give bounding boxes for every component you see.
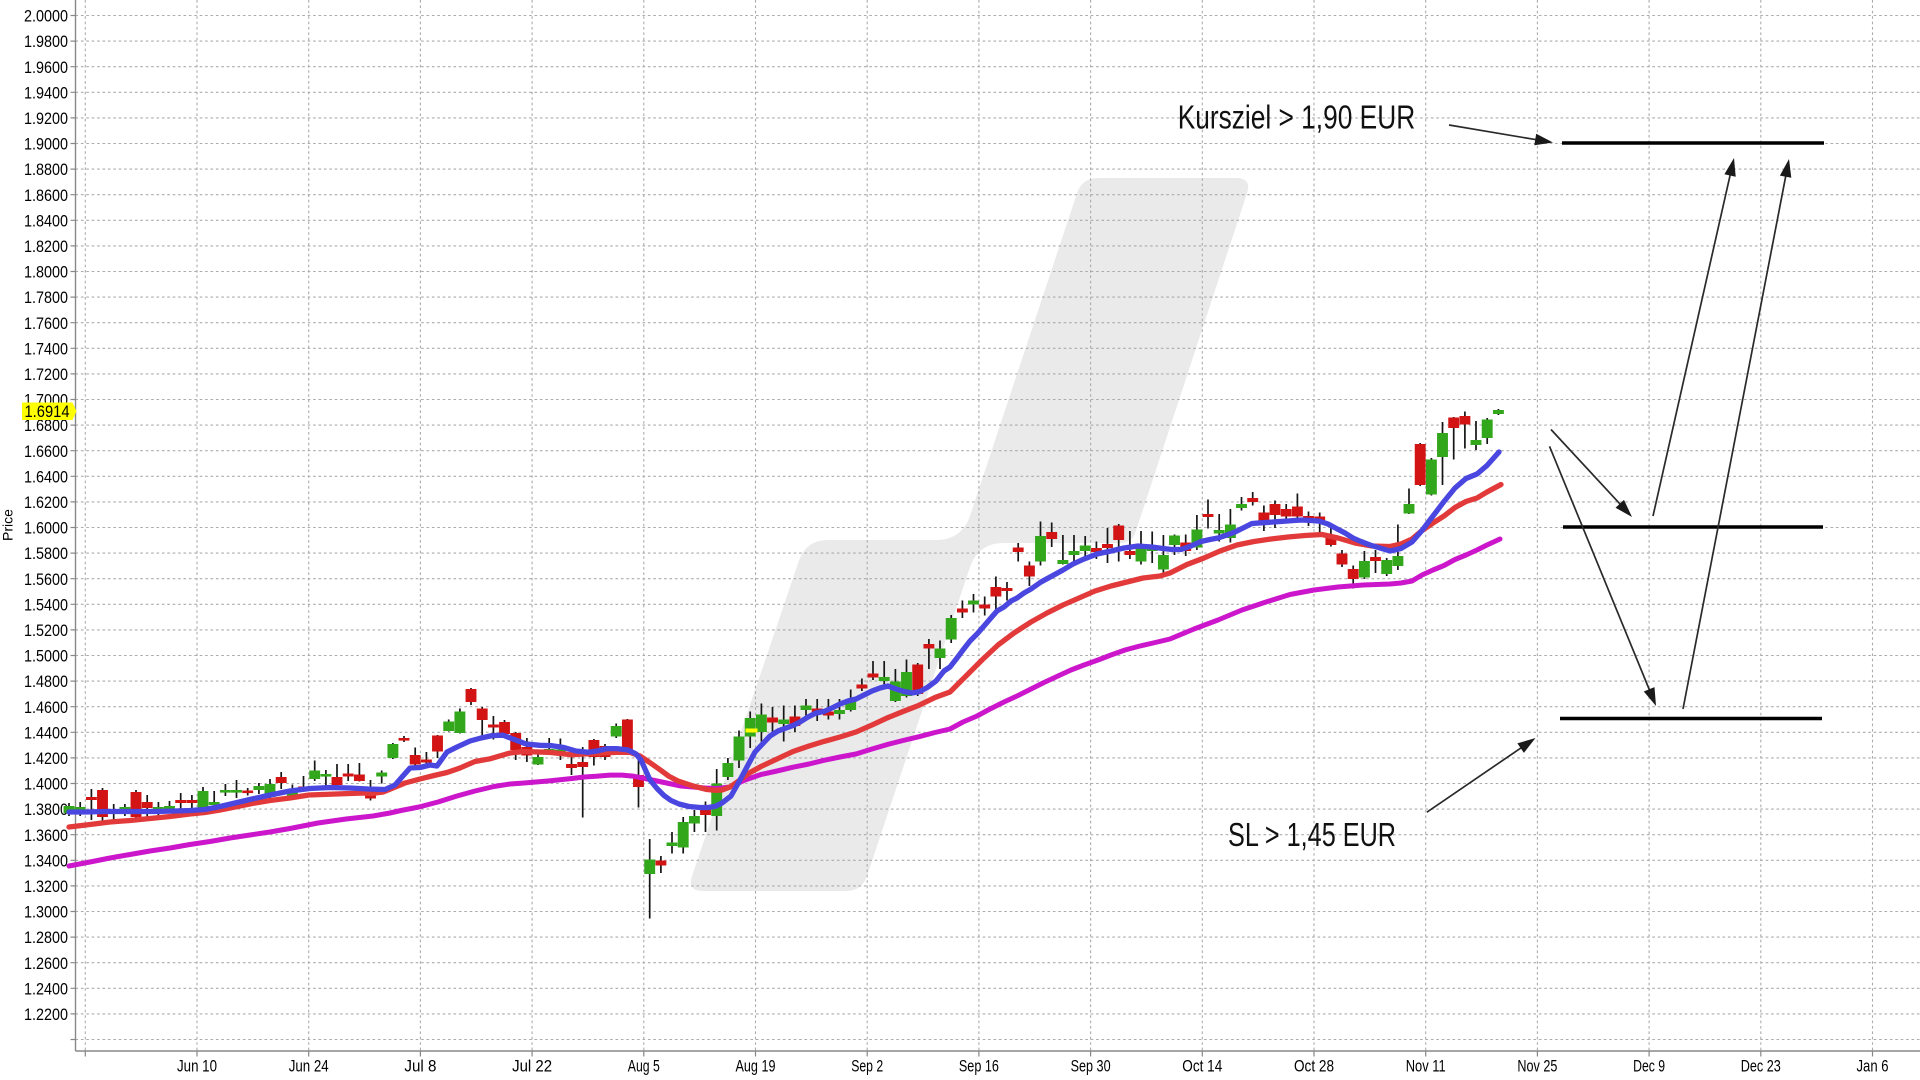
svg-text:Dec 23: Dec 23 — [1741, 1057, 1781, 1076]
svg-text:1.2800: 1.2800 — [24, 928, 68, 947]
svg-text:1.5600: 1.5600 — [24, 570, 68, 589]
svg-text:Sep 2: Sep 2 — [851, 1057, 883, 1076]
svg-text:Aug 5: Aug 5 — [628, 1057, 660, 1076]
svg-text:1.5400: 1.5400 — [24, 595, 68, 614]
svg-text:1.4400: 1.4400 — [24, 723, 68, 742]
svg-text:1.8800: 1.8800 — [24, 160, 68, 179]
svg-text:1.3000: 1.3000 — [24, 903, 68, 922]
svg-text:Oct 28: Oct 28 — [1294, 1057, 1334, 1076]
svg-text:1.8000: 1.8000 — [24, 263, 68, 282]
svg-text:1.2400: 1.2400 — [24, 979, 68, 998]
svg-text:1.6200: 1.6200 — [24, 493, 68, 512]
svg-text:1.4800: 1.4800 — [24, 672, 68, 691]
svg-text:Jun 24: Jun 24 — [289, 1057, 329, 1076]
svg-text:SL > 1,45 EUR: SL > 1,45 EUR — [1228, 816, 1396, 853]
svg-text:1.6600: 1.6600 — [24, 442, 68, 461]
svg-text:1.3600: 1.3600 — [24, 826, 68, 845]
svg-text:1.2600: 1.2600 — [24, 954, 68, 973]
svg-text:1.2200: 1.2200 — [24, 1005, 68, 1024]
svg-text:1.6400: 1.6400 — [24, 467, 68, 486]
svg-text:1.7400: 1.7400 — [24, 339, 68, 358]
svg-text:Aug 19: Aug 19 — [736, 1057, 776, 1076]
svg-text:1.4000: 1.4000 — [24, 775, 68, 794]
svg-text:1.7600: 1.7600 — [24, 314, 68, 333]
svg-text:1.6914: 1.6914 — [25, 402, 70, 421]
svg-text:1.9200: 1.9200 — [24, 109, 68, 128]
svg-text:1.9600: 1.9600 — [24, 58, 68, 77]
svg-text:1.8200: 1.8200 — [24, 237, 68, 256]
svg-text:1.8400: 1.8400 — [24, 211, 68, 230]
svg-text:1.3400: 1.3400 — [24, 851, 68, 870]
svg-text:1.5800: 1.5800 — [24, 544, 68, 563]
svg-text:Jul 8: Jul 8 — [404, 1057, 436, 1076]
svg-text:1.7200: 1.7200 — [24, 365, 68, 384]
svg-text:1.6800: 1.6800 — [24, 416, 68, 435]
svg-text:1.7800: 1.7800 — [24, 288, 68, 307]
svg-text:Nov 25: Nov 25 — [1517, 1057, 1557, 1076]
svg-text:Jan 6: Jan 6 — [1857, 1057, 1889, 1076]
svg-text:1.8600: 1.8600 — [24, 186, 68, 205]
svg-text:Nov 11: Nov 11 — [1406, 1057, 1446, 1076]
svg-text:Price: Price — [1, 509, 16, 541]
svg-text:1.5000: 1.5000 — [24, 647, 68, 666]
svg-text:1.3800: 1.3800 — [24, 800, 68, 819]
svg-text:1.9800: 1.9800 — [24, 32, 68, 51]
svg-text:Sep 30: Sep 30 — [1071, 1057, 1111, 1076]
svg-text:Dec 9: Dec 9 — [1633, 1057, 1665, 1076]
svg-text:2.0000: 2.0000 — [24, 7, 68, 26]
svg-text:1.5200: 1.5200 — [24, 621, 68, 640]
svg-text:Kursziel > 1,90 EUR: Kursziel > 1,90 EUR — [1178, 99, 1416, 136]
svg-text:1.9000: 1.9000 — [24, 135, 68, 154]
svg-text:Jul 22: Jul 22 — [512, 1057, 552, 1076]
svg-text:1.3200: 1.3200 — [24, 877, 68, 896]
svg-text:1.4600: 1.4600 — [24, 698, 68, 717]
svg-text:Sep 16: Sep 16 — [959, 1057, 999, 1076]
svg-text:Jun 10: Jun 10 — [177, 1057, 217, 1076]
svg-text:1.6000: 1.6000 — [24, 519, 68, 538]
svg-text:1.4200: 1.4200 — [24, 749, 68, 768]
svg-text:1.9400: 1.9400 — [24, 83, 68, 102]
svg-text:Oct 14: Oct 14 — [1182, 1057, 1222, 1076]
